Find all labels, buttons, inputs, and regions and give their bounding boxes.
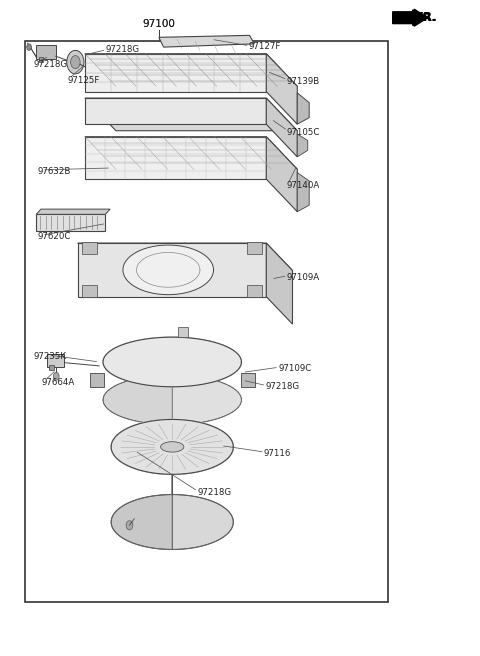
Text: 97116: 97116 [264,449,291,458]
Bar [82,285,97,297]
FancyArrow shape [393,9,428,26]
Text: 97125F: 97125F [67,76,100,85]
Bar [90,373,104,388]
Text: 97235K: 97235K [34,352,67,361]
Text: 97127F: 97127F [249,42,281,51]
Bar [47,354,64,367]
Polygon shape [36,209,110,215]
Circle shape [126,521,133,530]
Circle shape [27,44,32,51]
Polygon shape [85,98,297,131]
Text: 97109C: 97109C [278,364,312,373]
Bar [178,327,188,337]
Bar [247,285,262,297]
Text: 97109A: 97109A [287,272,320,281]
Polygon shape [78,243,292,270]
Text: FR.: FR. [415,12,435,23]
Polygon shape [78,243,266,297]
Text: 97100: 97100 [143,19,175,29]
Polygon shape [123,245,214,295]
Bar [38,57,43,62]
Bar [241,373,255,388]
Bar [247,243,262,254]
Polygon shape [297,173,309,212]
Text: 97632B: 97632B [37,167,71,176]
Polygon shape [159,35,254,47]
Polygon shape [103,337,241,387]
Text: 97218G: 97218G [197,488,231,497]
Polygon shape [85,136,297,169]
Polygon shape [111,419,233,474]
Circle shape [67,51,84,74]
Ellipse shape [161,441,184,452]
Polygon shape [85,98,266,124]
Text: 97218G: 97218G [34,60,68,69]
Polygon shape [103,337,172,424]
Polygon shape [85,54,297,87]
Bar [36,215,106,232]
Text: 97218G: 97218G [106,45,140,54]
Polygon shape [266,98,297,157]
Bar [82,243,97,254]
Text: 97105C: 97105C [287,127,320,136]
Bar [36,45,56,59]
Polygon shape [297,134,308,157]
Text: 97140A: 97140A [287,181,320,190]
Text: FR.: FR. [416,11,438,24]
Text: 97100: 97100 [143,19,175,29]
Circle shape [71,56,80,69]
Polygon shape [172,337,241,424]
Text: 97218G: 97218G [265,382,300,390]
Bar [25,41,388,602]
Polygon shape [297,93,309,124]
Polygon shape [172,419,233,550]
Polygon shape [266,243,292,324]
Polygon shape [85,136,266,179]
Text: 97664A: 97664A [42,379,75,388]
Circle shape [53,373,59,380]
Bar [49,365,54,370]
Polygon shape [266,54,297,124]
Polygon shape [111,419,172,550]
Text: 97139B: 97139B [287,77,320,85]
FancyArrow shape [393,10,425,26]
Text: 97620C: 97620C [37,232,71,241]
Polygon shape [85,54,266,92]
Polygon shape [266,136,297,212]
